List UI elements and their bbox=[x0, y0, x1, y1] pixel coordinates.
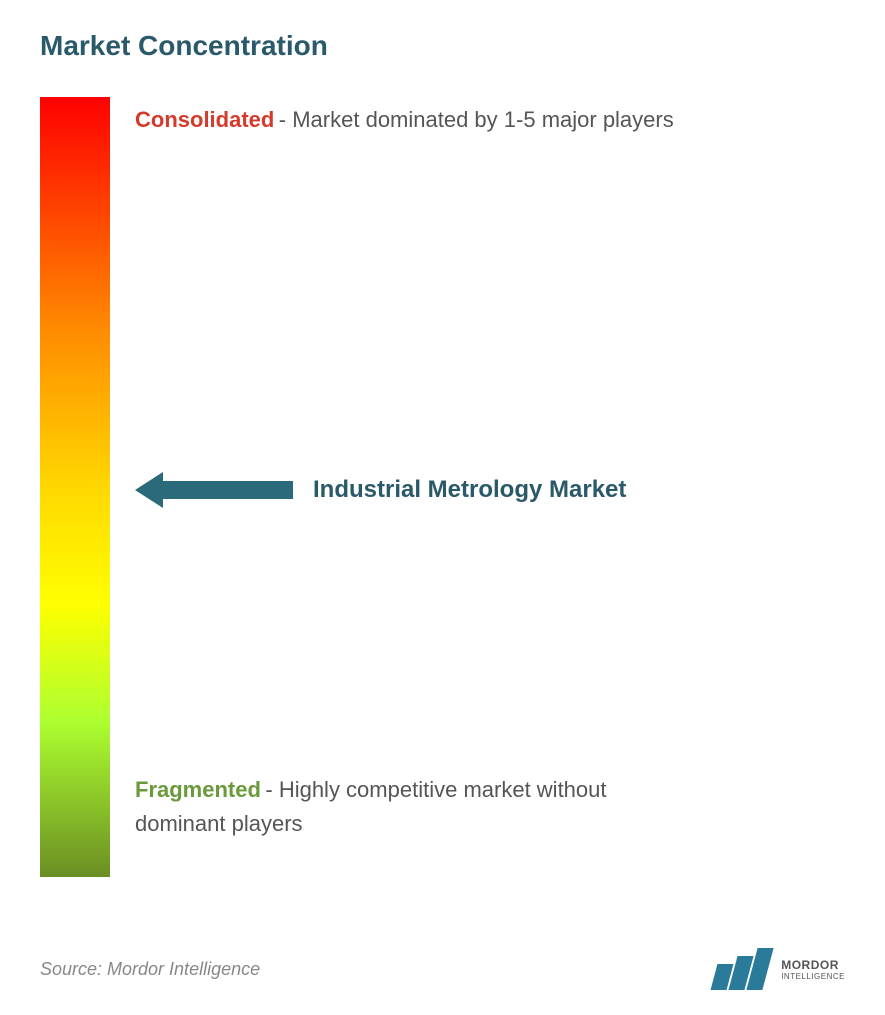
arrow-icon bbox=[135, 472, 293, 508]
arrow-body bbox=[163, 481, 293, 499]
page-title: Market Concentration bbox=[40, 30, 845, 62]
fragmented-description: - Highly competitive market without bbox=[265, 777, 606, 802]
logo-sub-text: INTELLIGENCE bbox=[781, 972, 845, 981]
concentration-gradient-bar bbox=[40, 97, 110, 877]
consolidated-text: Consolidated - Market dominated by 1-5 m… bbox=[135, 107, 835, 133]
logo-text: MORDOR INTELLIGENCE bbox=[781, 958, 845, 981]
market-name-label: Industrial Metrology Market bbox=[313, 476, 626, 504]
content-area: Consolidated - Market dominated by 1-5 m… bbox=[40, 97, 845, 897]
logo-main-text: MORDOR bbox=[781, 958, 839, 972]
infographic-container: Market Concentration Consolidated - Mark… bbox=[0, 0, 885, 1015]
consolidated-description: - Market dominated by 1-5 major players bbox=[279, 107, 674, 132]
fragmented-sub-description: dominant players bbox=[135, 811, 835, 837]
consolidated-keyword: Consolidated bbox=[135, 107, 274, 132]
fragmented-text: Fragmented - Highly competitive market w… bbox=[135, 777, 835, 803]
arrow-head bbox=[135, 472, 163, 508]
source-attribution: Source: Mordor Intelligence bbox=[40, 959, 260, 980]
footer: Source: Mordor Intelligence MORDOR INTEL… bbox=[40, 948, 845, 990]
logo-bars-icon bbox=[714, 948, 768, 990]
market-indicator: Industrial Metrology Market bbox=[135, 472, 626, 508]
fragmented-label-block: Fragmented - Highly competitive market w… bbox=[135, 777, 835, 837]
consolidated-label-block: Consolidated - Market dominated by 1-5 m… bbox=[135, 107, 835, 133]
labels-area: Consolidated - Market dominated by 1-5 m… bbox=[110, 97, 845, 877]
fragmented-keyword: Fragmented bbox=[135, 777, 261, 802]
logo-bar-3 bbox=[747, 948, 774, 990]
mordor-logo: MORDOR INTELLIGENCE bbox=[714, 948, 845, 990]
